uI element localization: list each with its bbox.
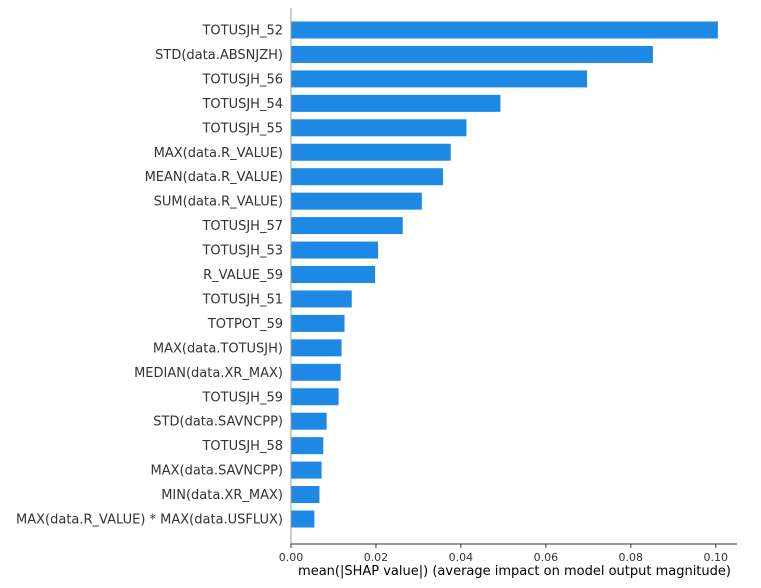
y-tick-label: MEDIAN(data.XR_MAX) [134,366,283,381]
bar [291,461,322,479]
bar [291,486,320,504]
bar [291,143,451,161]
y-tick-label: MEAN(data.R_VALUE) [145,170,283,185]
bar [291,363,341,381]
y-tick-label: MIN(data.XR_MAX) [161,488,283,503]
bar [291,70,588,88]
bar [291,168,444,186]
bar [291,21,718,39]
y-tick-label: TOTUSJH_57 [201,219,283,234]
x-tick-label: 0.04 [449,551,474,564]
x-tick-label: 0.02 [364,551,389,564]
bar [291,119,467,137]
bar [291,94,501,112]
y-tick-label: TOTUSJH_52 [201,24,283,39]
y-tick-label: MAX(data.SAVNCPP) [150,464,283,479]
y-tick-label: STD(data.ABSNJZH) [155,48,283,63]
y-tick-label: MAX(data.TOTUSJH) [153,341,283,356]
bar [291,192,422,210]
x-ticks: 0.00 0.02 0.04 0.06 0.08 0.10 [279,544,728,564]
bar [291,388,339,406]
y-tick-label: SUM(data.R_VALUE) [154,195,283,210]
y-tick-label: MAX(data.R_VALUE) [154,146,283,161]
bar [291,437,324,455]
y-tick-label: TOTUSJH_54 [201,97,283,112]
y-tick-label: TOTUSJH_51 [201,292,283,307]
bar [291,314,345,332]
bars-group [291,21,718,528]
x-tick-label: 0.00 [279,551,304,564]
y-tick-label: TOTPOT_59 [207,317,283,332]
y-tick-label: TOTUSJH_55 [201,121,283,136]
y-tick-label: TOTUSJH_53 [201,244,283,259]
y-tick-label: MAX(data.R_VALUE) * MAX(data.USFLUX) [16,513,283,528]
bar [291,510,315,528]
x-axis-label: mean(|SHAP value|) (average impact on mo… [298,564,731,579]
x-tick-label: 0.06 [534,551,559,564]
bar [291,339,342,357]
y-tick-label: TOTUSJH_59 [201,390,283,405]
x-tick-label: 0.10 [704,551,729,564]
bar [291,241,379,259]
bar [291,217,403,235]
bar [291,412,327,430]
y-tick-labels: TOTUSJH_52 STD(data.ABSNJZH) TOTUSJH_56 TOT… [16,24,283,528]
y-tick-label: R_VALUE_59 [203,268,283,283]
y-tick-label: STD(data.SAVNCPP) [153,415,283,430]
bar [291,266,376,283]
bar [291,290,352,308]
y-tick-label: TOTUSJH_58 [201,439,283,454]
y-tick-label: TOTUSJH_56 [201,72,283,87]
x-tick-label: 0.08 [619,551,644,564]
bar [291,45,653,63]
